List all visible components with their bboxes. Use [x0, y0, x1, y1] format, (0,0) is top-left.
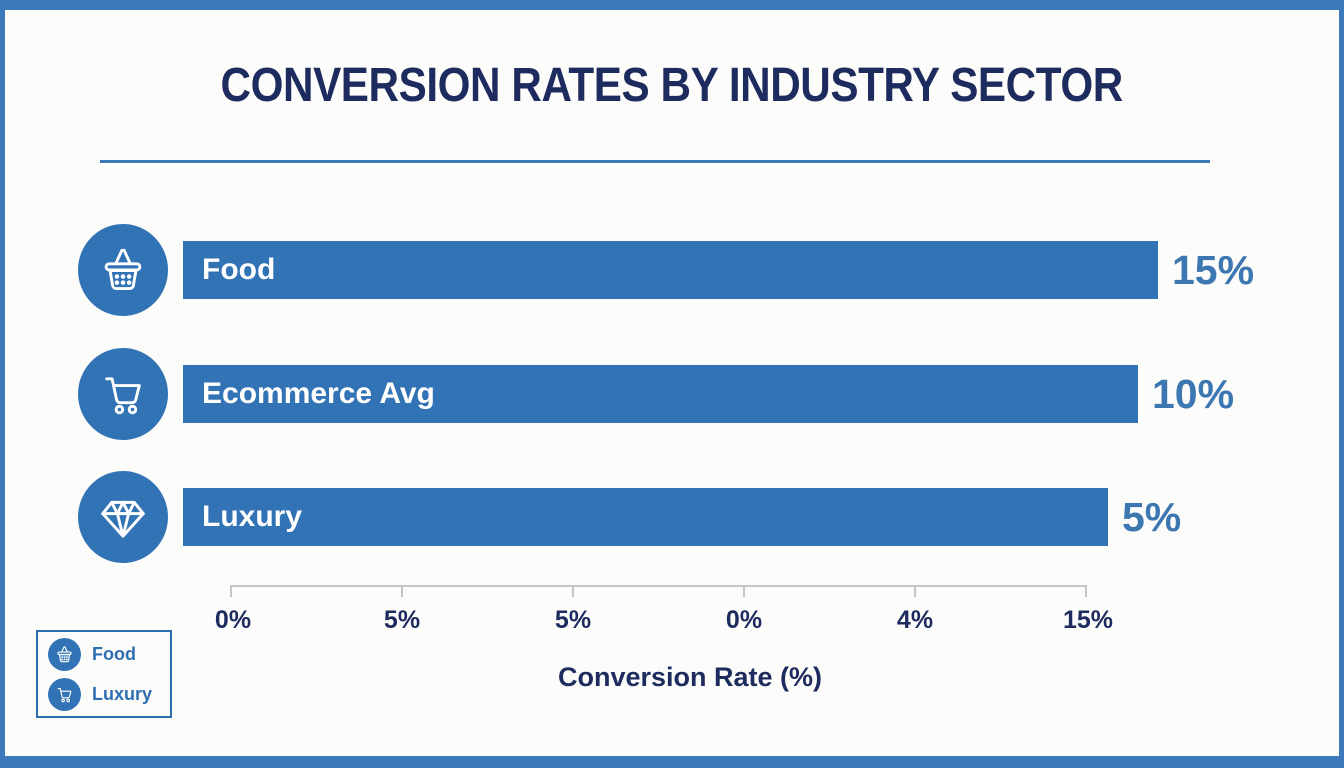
x-axis-tick	[1085, 585, 1087, 597]
page-title: CONVERSION RATES BY INDUSTRY SECTOR	[220, 59, 1124, 112]
x-tick-label: 15%	[1062, 606, 1114, 634]
x-axis-line	[230, 585, 1085, 587]
legend-item-luxury: Luxury	[48, 677, 170, 711]
legend-item-food: Food	[48, 637, 170, 671]
diamond-icon	[78, 471, 168, 563]
x-tick-label: 0%	[725, 606, 763, 634]
bar-value-ecommerce: 10%	[1152, 370, 1235, 417]
x-tick-label: 5%	[383, 606, 421, 634]
bar-label-food: Food	[202, 253, 276, 286]
cart-icon	[48, 677, 81, 711]
legend-label-food: Food	[92, 643, 136, 664]
chart-row-luxury: Luxury 5%	[78, 471, 1181, 563]
cart-icon	[78, 348, 168, 440]
legend-box: Food Luxury	[36, 630, 172, 718]
legend-label-luxury: Luxury	[92, 683, 153, 704]
x-axis-tick	[401, 585, 403, 597]
x-tick-label: 4%	[896, 606, 934, 634]
chart-row-food: Food 15%	[78, 224, 1254, 316]
bar-label-luxury: Luxury	[202, 500, 303, 533]
bar-ecommerce: Ecommerce Avg	[183, 365, 1138, 423]
basket-icon	[48, 637, 81, 671]
bar-value-food: 15%	[1172, 246, 1255, 293]
x-axis-tick	[743, 585, 745, 597]
title-divider	[100, 160, 1210, 163]
infographic-canvas: CONVERSION RATES BY INDUSTRY SECTOR Food…	[5, 10, 1339, 756]
bar-value-luxury: 5%	[1122, 493, 1182, 540]
x-axis-tick	[572, 585, 574, 597]
x-axis-tick	[230, 585, 232, 597]
bar-label-ecommerce: Ecommerce Avg	[202, 377, 435, 410]
bar-luxury: Luxury	[183, 488, 1108, 546]
chart-row-ecommerce: Ecommerce Avg 10%	[78, 348, 1234, 440]
title-wrap: CONVERSION RATES BY INDUSTRY SECTOR	[5, 58, 1339, 113]
x-axis-title: Conversion Rate (%)	[557, 662, 823, 692]
x-axis-tick	[914, 585, 916, 597]
bar-food: Food	[183, 241, 1158, 299]
basket-icon	[78, 224, 168, 316]
x-tick-label: 5%	[554, 606, 592, 634]
x-tick-label: 0%	[214, 606, 252, 634]
